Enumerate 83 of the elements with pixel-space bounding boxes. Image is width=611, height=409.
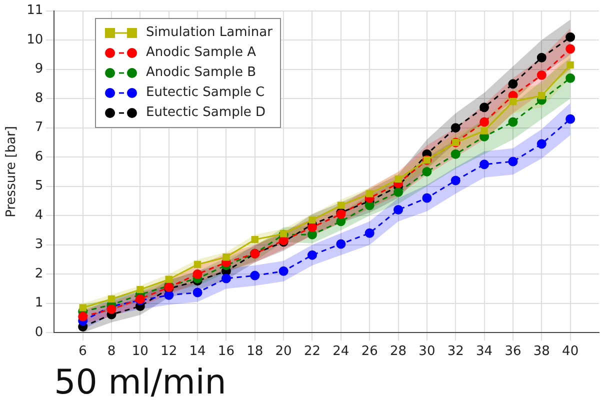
point <box>308 216 316 224</box>
point <box>278 266 288 276</box>
y-tick-label: 2 <box>34 266 44 282</box>
y-tick-label: 5 <box>34 178 44 194</box>
point <box>422 166 432 176</box>
point <box>538 92 546 100</box>
point <box>364 228 374 238</box>
y-tick-label: 11 <box>26 3 44 18</box>
x-tick-label: 36 <box>504 344 522 359</box>
x-tick-label: 20 <box>275 344 292 359</box>
x-tick-label: 10 <box>132 344 148 359</box>
point <box>480 117 490 127</box>
y-tick-label: 8 <box>34 90 44 106</box>
point <box>78 312 88 322</box>
y-axis-title: Pressure [bar] <box>4 126 20 218</box>
point <box>222 254 230 261</box>
x-tick-label: 24 <box>332 344 350 359</box>
point <box>509 98 517 106</box>
legend-label: Anodic Sample A <box>146 44 256 62</box>
x-axis-title: 50 ml/min <box>54 362 226 402</box>
x-tick-label: 8 <box>107 344 116 359</box>
legend-label: Simulation Laminar <box>146 24 272 42</box>
y-tick-label: 3 <box>34 237 44 252</box>
y-tick-label: 9 <box>34 62 44 77</box>
x-tick-label: 6 <box>78 344 87 359</box>
x-tick-label: 32 <box>447 344 464 359</box>
x-tick-label: 12 <box>160 344 178 359</box>
y-tick-label: 7 <box>34 120 44 136</box>
x-tick-label: 40 <box>562 344 579 359</box>
x-tick-label: 26 <box>361 344 378 359</box>
point <box>422 193 432 203</box>
y-tick-label: 10 <box>26 32 44 48</box>
y-tick-label: 4 <box>34 208 44 223</box>
x-tick-label: 30 <box>418 344 436 359</box>
legend-label: Eutectic Sample D <box>146 104 266 122</box>
x-tick-label: 34 <box>476 344 493 359</box>
point <box>221 274 231 284</box>
point <box>164 290 174 300</box>
point <box>508 156 518 166</box>
point <box>566 32 576 42</box>
point <box>136 286 144 294</box>
point <box>536 52 546 62</box>
point <box>480 160 490 170</box>
point <box>394 175 402 183</box>
point <box>450 149 460 159</box>
point <box>250 270 260 280</box>
point <box>480 127 488 134</box>
y-tick-label: 6 <box>34 149 44 164</box>
point <box>566 61 574 68</box>
x-tick-label: 22 <box>304 344 321 359</box>
point <box>108 295 116 303</box>
point <box>192 269 202 279</box>
legend-label: Eutectic Sample C <box>146 84 265 102</box>
point <box>106 304 116 314</box>
x-tick-label: 18 <box>246 344 264 359</box>
point <box>566 114 576 124</box>
point <box>79 304 86 312</box>
point <box>508 79 518 89</box>
point <box>566 73 576 83</box>
point <box>536 70 546 80</box>
x-tick-label: 14 <box>189 344 206 359</box>
point <box>366 190 374 198</box>
point <box>508 117 518 127</box>
point <box>251 236 258 244</box>
point <box>307 222 317 232</box>
point <box>192 288 202 298</box>
legend-label: Anodic Sample B <box>146 64 256 82</box>
point <box>566 44 576 54</box>
x-tick-label: 28 <box>390 344 407 359</box>
point <box>336 239 346 249</box>
point <box>165 276 172 283</box>
point <box>536 139 546 149</box>
point <box>480 102 490 112</box>
point <box>450 123 460 133</box>
y-tick-label: 0 <box>34 324 44 340</box>
point <box>307 250 317 260</box>
point <box>450 176 460 186</box>
x-tick-label: 16 <box>218 344 234 359</box>
point <box>394 204 404 214</box>
point <box>194 260 202 268</box>
point <box>337 202 344 209</box>
x-tick-label: 38 <box>533 344 550 359</box>
y-tick-label: 1 <box>34 296 44 311</box>
